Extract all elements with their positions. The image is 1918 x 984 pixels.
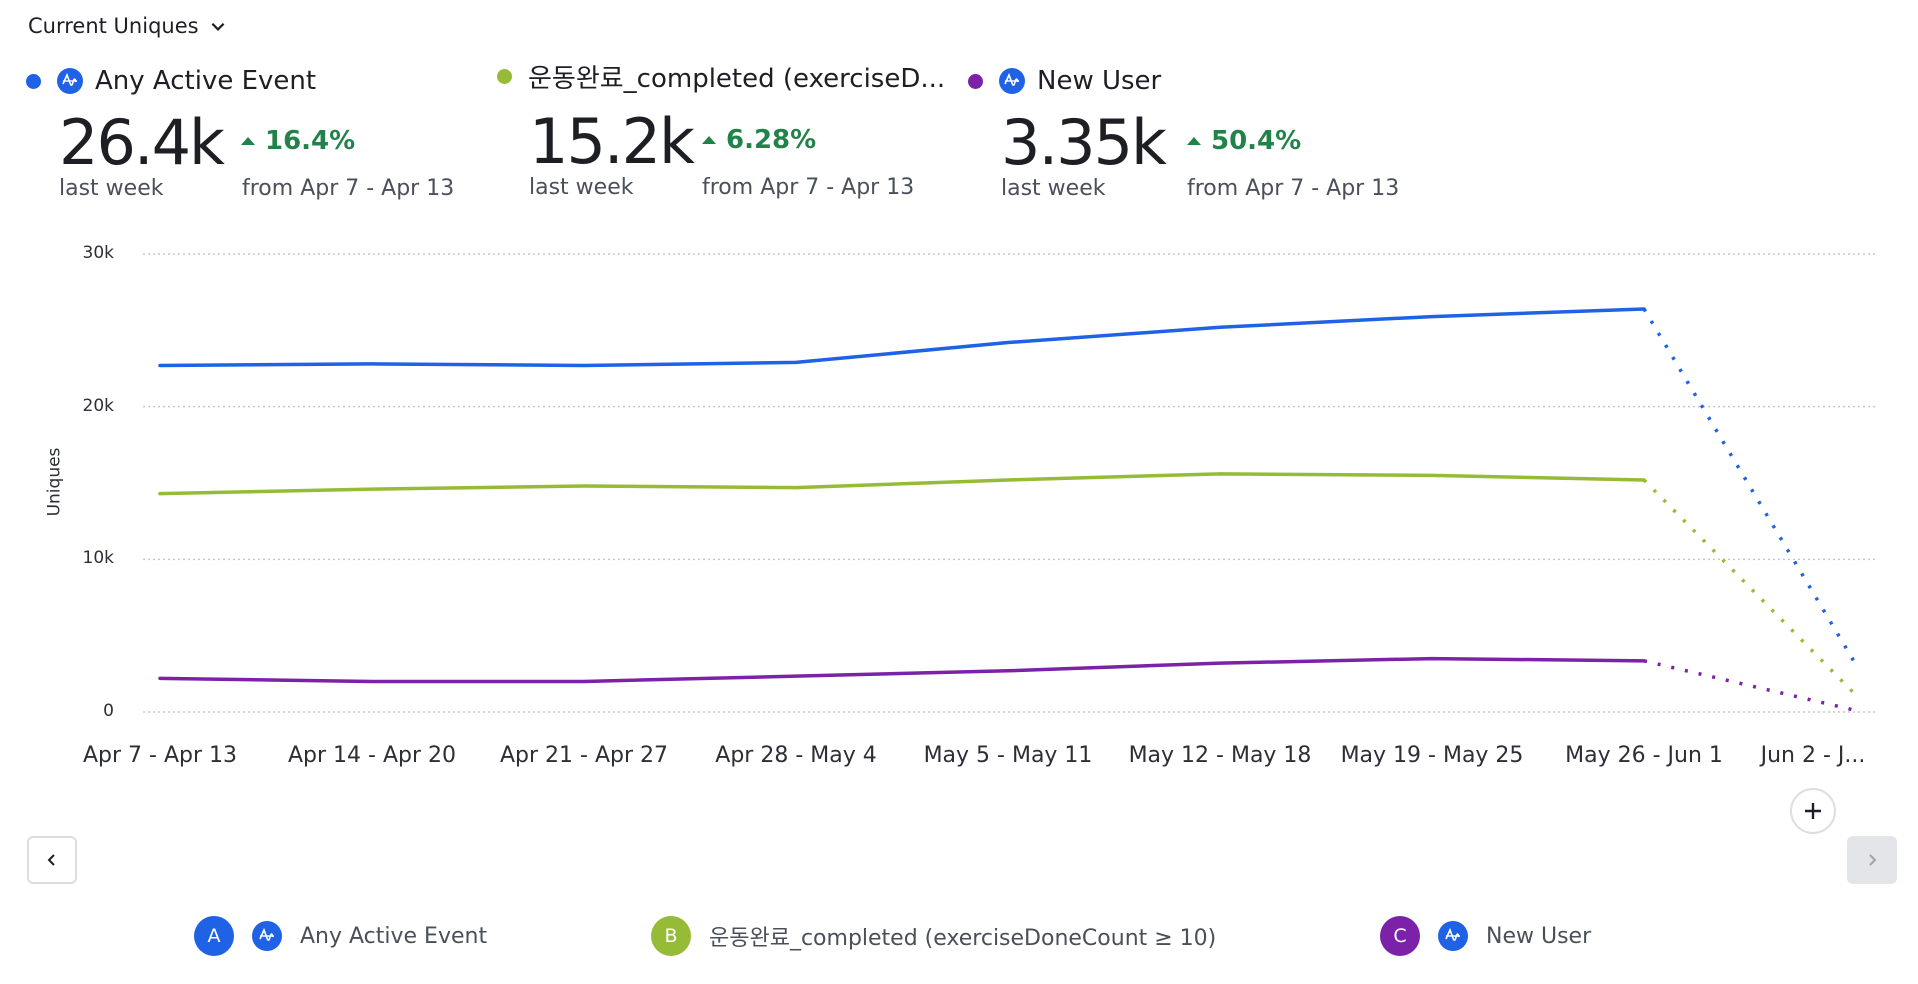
amplitude-icon: [57, 68, 83, 94]
data-point[interactable]: [1850, 689, 1862, 701]
data-point[interactable]: [790, 482, 802, 494]
data-point[interactable]: [1426, 311, 1438, 323]
data-point[interactable]: [578, 480, 590, 492]
data-point[interactable]: [578, 675, 590, 687]
metric-change: 6.28%: [702, 125, 816, 155]
arrow-up-icon: [702, 136, 716, 144]
arrow-up-icon: [1187, 137, 1201, 145]
metric-value: 26.4k: [59, 106, 225, 179]
metric-value-caption: last week: [59, 176, 164, 201]
data-point[interactable]: [1638, 303, 1650, 315]
amplitude-icon: [1438, 921, 1468, 951]
data-point[interactable]: [154, 672, 166, 684]
metric-value-caption: last week: [1001, 176, 1106, 201]
data-point[interactable]: [154, 488, 166, 500]
x-tick-label: Jun 2 - J...: [1760, 743, 1866, 768]
x-tick-label: May 5 - May 11: [923, 743, 1093, 768]
legend-label: New User: [1486, 923, 1592, 949]
data-point[interactable]: [1426, 469, 1438, 481]
x-tick-label: Apr 14 - Apr 20: [287, 743, 457, 768]
amplitude-icon: [999, 68, 1025, 94]
y-tick-label: 20k: [82, 395, 114, 416]
metric-change-caption: from Apr 7 - Apr 13: [1187, 176, 1400, 201]
metric-name: 운동완료_completed (exerciseD...: [528, 64, 946, 94]
amplitude-icon: [252, 921, 282, 951]
data-point[interactable]: [154, 359, 166, 371]
series-badge: B: [651, 916, 691, 956]
chevron-right-icon: [1869, 854, 1877, 866]
metric-card-new-user: New User 3.35k last week 50.4% from Apr …: [968, 66, 1399, 216]
metric-change: 16.4%: [241, 126, 355, 156]
metric-selector-label: Current Uniques: [28, 14, 199, 38]
x-tick-label: Apr 28 - May 4: [715, 743, 877, 768]
data-point[interactable]: [1638, 474, 1650, 486]
y-tick-label: 0: [103, 701, 114, 721]
series-line[interactable]: [158, 307, 1646, 368]
x-tick-label: May 26 - Jun 1: [1565, 743, 1723, 768]
chevron-left-icon: [47, 854, 55, 866]
data-point[interactable]: [1638, 655, 1650, 667]
legend-item-a[interactable]: A Any Active Event: [194, 916, 487, 956]
series-2: [154, 468, 1862, 701]
y-tick-label: 30k: [82, 243, 114, 263]
legend-item-c[interactable]: C New User: [1380, 916, 1591, 956]
data-point[interactable]: [1426, 653, 1438, 665]
metric-card-exercise-completed: 운동완료_completed (exerciseD... 15.2k last …: [497, 58, 945, 215]
series-badge: C: [1380, 916, 1420, 956]
data-point[interactable]: [1002, 337, 1014, 349]
series-3: [154, 653, 1862, 716]
legend-item-b[interactable]: B 운동완료_completed (exerciseDoneCount ≥ 10…: [651, 916, 1216, 956]
series-1: [154, 303, 1862, 671]
series-line-incomplete[interactable]: [1643, 659, 1857, 713]
y-tick-label: 10k: [82, 548, 114, 569]
metric-change-value: 6.28%: [726, 125, 817, 155]
data-point[interactable]: [366, 483, 378, 495]
x-tick-label: Apr 7 - Apr 13: [82, 743, 238, 768]
series-line[interactable]: [158, 656, 1646, 684]
data-point[interactable]: [790, 356, 802, 368]
series-color-dot: [968, 73, 983, 89]
series-color-dot: [497, 69, 512, 84]
x-tick-label: May 19 - May 25: [1340, 743, 1524, 768]
metric-change-value: 50.4%: [1211, 126, 1302, 156]
data-point[interactable]: [1850, 704, 1862, 716]
series-line[interactable]: [158, 472, 1646, 496]
legend-label: Any Active Event: [300, 923, 488, 949]
metric-value: 15.2k: [529, 105, 695, 178]
data-point[interactable]: [1214, 321, 1226, 333]
x-tick-label: May 12 - May 18: [1128, 743, 1312, 768]
data-point[interactable]: [790, 670, 802, 682]
data-point[interactable]: [1002, 665, 1014, 677]
metric-value: 3.35k: [1001, 106, 1167, 179]
series-line-incomplete[interactable]: [1642, 308, 1858, 666]
data-point[interactable]: [1002, 474, 1014, 486]
metric-name: New User: [1037, 66, 1162, 96]
data-point[interactable]: [578, 359, 590, 371]
x-tick-label: Apr 21 - Apr 27: [499, 743, 669, 768]
metric-value-caption: last week: [529, 175, 634, 200]
series-line-incomplete[interactable]: [1642, 478, 1858, 697]
metric-change: 50.4%: [1187, 126, 1301, 156]
data-point[interactable]: [366, 358, 378, 370]
data-point[interactable]: [1850, 659, 1862, 671]
plus-icon: [1805, 803, 1821, 819]
metric-selector-dropdown[interactable]: Current Uniques: [28, 14, 227, 38]
series-badge: A: [194, 916, 234, 956]
metric-change-caption: from Apr 7 - Apr 13: [702, 175, 915, 200]
legend-label: 운동완료_completed (exerciseDoneCount ≥ 10): [709, 926, 1217, 951]
metric-card-any-active-event: Any Active Event 26.4k last week 16.4% f…: [26, 66, 454, 216]
metric-name: Any Active Event: [95, 66, 317, 96]
data-point[interactable]: [1214, 468, 1226, 480]
arrow-up-icon: [241, 137, 255, 145]
metric-change-value: 16.4%: [265, 126, 356, 156]
series-color-dot: [26, 73, 41, 89]
previous-page-button[interactable]: [27, 836, 77, 884]
metric-change-caption: from Apr 7 - Apr 13: [242, 176, 455, 201]
next-page-button[interactable]: [1847, 836, 1897, 884]
chevron-down-icon: [211, 22, 224, 31]
data-point[interactable]: [366, 675, 378, 687]
data-point[interactable]: [1214, 657, 1226, 669]
add-button[interactable]: [1790, 788, 1836, 834]
